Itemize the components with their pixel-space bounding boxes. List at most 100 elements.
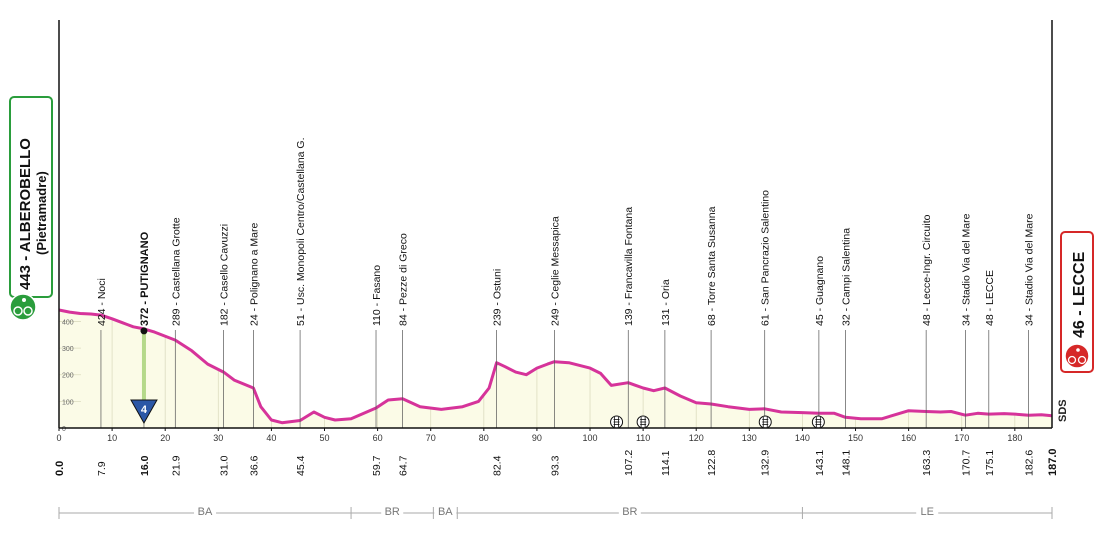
waypoint-label: 45 - Guagnano bbox=[814, 256, 826, 326]
y-tick-label: 100 bbox=[62, 399, 74, 406]
profile-area-fill bbox=[59, 310, 1052, 428]
waypoint-km-label: 148.1 bbox=[840, 450, 852, 476]
waypoint-km-label: 132.9 bbox=[760, 450, 772, 476]
x-tick-label: 180 bbox=[1007, 433, 1022, 443]
y-tick-label: 300 bbox=[62, 346, 74, 353]
x-tick-label: 170 bbox=[954, 433, 969, 443]
start-box: 443 - ALBEROBELLO (Pietramadre) bbox=[9, 96, 53, 321]
waypoint-label: 48 - Lecce-Ingr. Circuito bbox=[921, 214, 933, 326]
x-tick-label: 100 bbox=[583, 433, 598, 443]
waypoint-km-label: 143.1 bbox=[814, 450, 826, 476]
waypoint-km-label: 45.4 bbox=[295, 455, 307, 476]
x-tick-label: 40 bbox=[266, 433, 276, 443]
finish-title: 46 - LECCE bbox=[1071, 251, 1088, 338]
province-label-bg bbox=[618, 505, 641, 517]
start-title: 443 - ALBEROBELLO bbox=[17, 138, 34, 290]
waypoint-label: 139 - Francavilla Fontana bbox=[623, 207, 635, 326]
province-label: BR bbox=[385, 506, 400, 518]
waypoint-label: 239 - Ostuni bbox=[492, 269, 504, 326]
waypoint-label: 61 - San Pancrazio Salentino bbox=[760, 190, 772, 326]
waypoint-label: 424 - Noci bbox=[96, 278, 108, 326]
finish-cyclist-wheel bbox=[1077, 355, 1087, 365]
waypoint-label: 68 - Torre Santa Susanna bbox=[706, 206, 718, 326]
waypoint-label: 182 - Casello Cavuzzi bbox=[219, 224, 231, 326]
level-crossing-icon bbox=[610, 415, 624, 429]
finish-cyclist-wheel bbox=[1067, 355, 1077, 365]
start-subtitle: (Pietramadre) bbox=[34, 171, 49, 255]
waypoint-km-label: 163.3 bbox=[921, 450, 933, 476]
waypoint-label: 84 - Pezze di Greco bbox=[398, 233, 410, 326]
waypoint-km-label: 170.7 bbox=[960, 450, 972, 476]
profile-line bbox=[58, 308, 1053, 425]
x-tick-label: 120 bbox=[689, 433, 704, 443]
level-crossing-icon bbox=[811, 415, 825, 429]
waypoint-label: 110 - Fasano bbox=[371, 265, 383, 326]
waypoint-km-label: 21.9 bbox=[170, 455, 182, 476]
start-cyclist-icon bbox=[9, 293, 37, 321]
waypoint-km-label: 93.3 bbox=[549, 455, 561, 476]
level-crossing-icon bbox=[636, 415, 650, 429]
sprint-point bbox=[140, 327, 148, 335]
waypoint-label: 249 - Ceglie Messapica bbox=[549, 216, 561, 326]
finish-box: 46 - LECCE bbox=[1060, 231, 1094, 373]
province-label-bg bbox=[916, 505, 939, 517]
finish-cyclist-icon bbox=[1064, 343, 1090, 369]
y-tick-label: 0 bbox=[62, 426, 66, 433]
waypoint-km-label: 182.6 bbox=[1024, 450, 1036, 476]
waypoint-km-label: 107.2 bbox=[623, 450, 635, 476]
province-label: BA bbox=[438, 506, 453, 518]
start-km-label: 0.0 bbox=[54, 461, 66, 476]
finish-box-frame bbox=[1060, 231, 1094, 373]
waypoint-km-label: 36.6 bbox=[248, 455, 260, 476]
waypoint-km-label: 114.1 bbox=[660, 450, 672, 476]
waypoint-km-label: 16.0 bbox=[139, 455, 151, 476]
waypoint-km-label: 7.9 bbox=[96, 461, 108, 476]
x-tick-label: 110 bbox=[636, 433, 650, 443]
x-tick-label: 150 bbox=[848, 433, 863, 443]
x-tick-label: 60 bbox=[373, 433, 383, 443]
province-label-bg bbox=[434, 505, 457, 517]
province-label-bg bbox=[194, 505, 217, 517]
waypoint-label: 34 - Stadio Via del Mare bbox=[1024, 213, 1036, 326]
sprint-bar bbox=[141, 332, 146, 412]
y-tick-label: 400 bbox=[62, 319, 74, 326]
finish-cyclist-head bbox=[1076, 348, 1080, 352]
waypoint-km-label: 122.8 bbox=[706, 450, 718, 476]
province-label: BR bbox=[622, 506, 637, 518]
waypoint-label: 51 - Usc. Monopoli Centro/Castellana G. bbox=[295, 137, 307, 326]
waypoint-label: 32 - Campi Salentina bbox=[840, 228, 852, 326]
x-tick-label: 20 bbox=[160, 433, 170, 443]
level-crossing-icon bbox=[758, 415, 772, 429]
x-tick-label: 140 bbox=[795, 433, 810, 443]
waypoint-label: 48 - LECCE bbox=[984, 270, 996, 326]
sprint-badge bbox=[130, 399, 158, 425]
x-tick-label: 0 bbox=[56, 433, 61, 443]
province-label: LE bbox=[920, 506, 933, 518]
province-label-bg bbox=[381, 505, 404, 517]
waypoint-km-label: 59.7 bbox=[371, 455, 383, 476]
sprint-badge-number: 4 bbox=[141, 404, 148, 416]
x-tick-label: 90 bbox=[532, 433, 542, 443]
waypoint-km-label: 175.1 bbox=[984, 450, 996, 476]
x-tick-label: 160 bbox=[901, 433, 916, 443]
waypoint-label: 34 - Stadio Via del Mare bbox=[960, 213, 972, 326]
finish-km-label: 187.0 bbox=[1047, 448, 1059, 476]
province-label: BA bbox=[198, 506, 213, 518]
waypoint-label: 372 - PUTIGNANO bbox=[139, 231, 151, 326]
x-tick-label: 70 bbox=[426, 433, 436, 443]
waypoint-label: 24 - Polignano a Mare bbox=[248, 223, 260, 326]
y-tick-label: 200 bbox=[62, 373, 74, 380]
waypoint-label: 289 - Castellana Grotte bbox=[170, 217, 182, 326]
sds-logo: SDS bbox=[1057, 399, 1069, 422]
waypoint-km-label: 82.4 bbox=[492, 455, 504, 476]
x-tick-label: 50 bbox=[320, 433, 330, 443]
x-tick-label: 80 bbox=[479, 433, 489, 443]
waypoint-km-label: 31.0 bbox=[219, 455, 231, 476]
start-cyclist-wheel bbox=[23, 306, 33, 316]
waypoint-km-label: 64.7 bbox=[398, 455, 410, 476]
x-tick-label: 30 bbox=[213, 433, 223, 443]
waypoint-label: 131 - Oria bbox=[660, 279, 672, 326]
start-cyclist-head bbox=[22, 298, 26, 302]
